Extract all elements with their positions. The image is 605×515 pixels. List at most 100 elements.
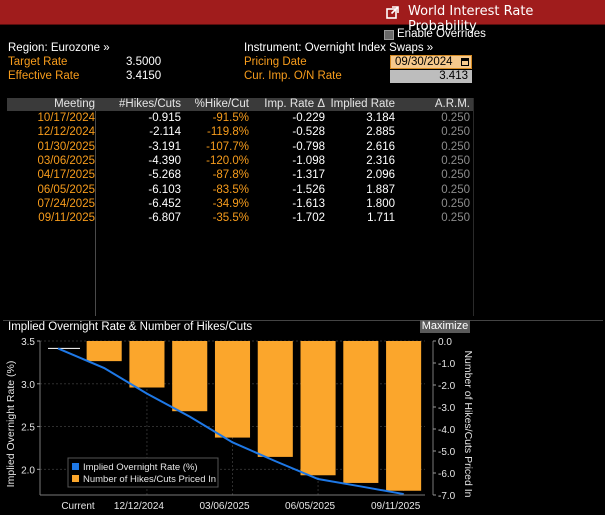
cell-pct-hike-cut: -83.5% [212, 183, 249, 196]
y-tick-label-right: -5.0 [438, 447, 456, 458]
legend-box [67, 457, 219, 488]
bar-hikes-cuts [257, 341, 293, 457]
x-tick-label: Current [61, 501, 95, 512]
cell-hikes-cuts: -6.452 [148, 197, 181, 210]
cell-imp-rate-delta: -0.229 [292, 112, 325, 124]
calendar-icon[interactable] [461, 58, 469, 66]
cell-meeting-date: 04/17/2025 [37, 169, 95, 182]
table-row[interactable]: 06/05/2025 -6.103 -83.5% -1.526 1.887 0.250 [7, 184, 473, 197]
implied-rate-line [57, 347, 404, 496]
col-header-pct-hike-cut[interactable]: %Hike/Cut [194, 98, 249, 110]
bar-hikes-cuts [214, 341, 251, 438]
cur-imp-rate-field: 3.413 [390, 70, 472, 83]
cell-implied-rate: 1.800 [366, 197, 395, 210]
column-divider [95, 111, 96, 316]
cell-hikes-cuts: -0.915 [148, 112, 181, 124]
cell-hikes-cuts: -5.268 [148, 169, 181, 182]
table-row[interactable]: 10/17/2024 -0.915 -91.5% -0.229 3.184 0.250 [7, 112, 473, 125]
chart-panel-header [3, 320, 603, 335]
cell-implied-rate: 3.184 [366, 112, 395, 124]
col-header-imp-rate-delta[interactable]: Imp. Rate Δ [264, 98, 325, 110]
instrument-selector[interactable]: Instrument: Overnight Index Swaps » [244, 42, 434, 54]
cell-arm: 0.250 [441, 212, 470, 225]
col-header-implied-rate[interactable]: Implied Rate [330, 98, 395, 110]
region-selector[interactable]: Region: Eurozone » [8, 42, 110, 54]
cell-implied-rate: 2.616 [366, 140, 395, 153]
bar-hikes-cuts [86, 341, 122, 362]
bar-hikes-cuts [129, 341, 165, 388]
cell-implied-rate: 1.711 [367, 212, 395, 225]
col-header-hikes-cuts[interactable]: #Hikes/Cuts [119, 98, 181, 110]
bar-hikes-cuts [300, 341, 336, 476]
cell-arm: 0.250 [441, 169, 470, 182]
cell-imp-rate-delta: -1.702 [292, 212, 325, 225]
chart-panel-title: Implied Overnight Rate & Number of Hikes… [8, 321, 253, 333]
title-bar: World Interest Rate Probability [0, 0, 605, 34]
window-title: World Interest Rate Probability [408, 4, 534, 34]
cell-pct-hike-cut: -119.8% [207, 126, 249, 139]
y-tick-label-left: 3.0 [21, 380, 35, 391]
cell-meeting-date: 03/06/2025 [37, 154, 95, 167]
cell-arm: 0.250 [441, 126, 470, 139]
cell-meeting-date: 07/24/2025 [37, 197, 95, 210]
enable-overrides-label[interactable]: Enable Overrides [397, 28, 486, 40]
effective-rate-value: 3.4150 [126, 70, 162, 82]
col-header-arm[interactable]: A.R.M. [434, 98, 470, 110]
y-axis-title-left: Implied Overnight Rate (%) [5, 361, 17, 488]
pricing-date-label: Pricing Date [244, 56, 307, 68]
meetings-table: Meeting #Hikes/Cuts %Hike/Cut Imp. Rate … [7, 98, 474, 316]
y-tick-label-right: -6.0 [438, 469, 456, 480]
y-tick-label-right: 0.0 [438, 337, 452, 348]
cell-imp-rate-delta: -0.528 [292, 126, 325, 139]
rate-chart: 3.5 3.0 2.5 2.0 0.0 -1.0 -2.0 -3.0 -4.0 -5.0 -6.0 -… [0, 335, 605, 515]
cell-imp-rate-delta: -1.098 [292, 154, 325, 167]
pricing-date-input[interactable]: 09/30/2024 [390, 55, 472, 69]
cell-imp-rate-delta: -1.526 [292, 183, 325, 196]
legend-swatch-bar [72, 475, 79, 482]
y-tick-label-left: 3.5 [21, 337, 35, 348]
x-tick-label: 09/11/2025 [371, 501, 421, 512]
cell-meeting-date: 01/30/2025 [37, 140, 95, 153]
cur-imp-rate-label: Cur. Imp. O/N Rate [244, 70, 342, 82]
cell-pct-hike-cut: -91.5% [212, 112, 249, 124]
cell-meeting-date: 09/11/2025 [38, 212, 95, 225]
cell-arm: 0.250 [441, 183, 470, 196]
legend-swatch-line [72, 463, 79, 470]
table-row[interactable]: 12/12/2024 -2.114 -119.8% -0.528 2.885 0.250 [7, 126, 473, 139]
cell-pct-hike-cut: -107.7% [206, 140, 249, 153]
cell-hikes-cuts: -3.191 [148, 140, 181, 153]
x-tick-label: 12/12/2024 [114, 501, 164, 512]
cell-pct-hike-cut: -34.9% [212, 197, 249, 210]
enable-overrides-checkbox[interactable] [384, 30, 394, 40]
table-row[interactable]: 04/17/2025 -5.268 -87.8% -1.317 2.096 0.250 [7, 169, 473, 182]
y-axis-title-right: Number of Hikes/Cuts Priced In [462, 350, 474, 497]
table-row[interactable]: 07/24/2025 -6.452 -34.9% -1.613 1.800 0.250 [7, 198, 473, 211]
y-tick-label-right: -1.0 [438, 359, 456, 370]
col-header-meeting[interactable]: Meeting [54, 98, 95, 110]
cell-pct-hike-cut: -120.0% [206, 154, 249, 167]
table-row[interactable]: 03/06/2025 -4.390 -120.0% -1.098 2.316 0.250 [7, 155, 473, 168]
external-link-icon[interactable] [386, 6, 399, 19]
cell-implied-rate: 2.316 [366, 154, 395, 167]
y-tick-label-left: 2.0 [21, 465, 35, 476]
cell-hikes-cuts: -6.103 [148, 183, 181, 196]
x-tick-label: 06/05/2025 [285, 501, 335, 512]
cell-arm: 0.250 [441, 140, 470, 153]
cell-implied-rate: 1.887 [366, 183, 395, 196]
target-rate-label: Target Rate [8, 56, 68, 68]
table-header-row: Meeting #Hikes/Cuts %Hike/Cut Imp. Rate … [7, 98, 473, 111]
bar-hikes-cuts [386, 341, 422, 491]
maximize-button[interactable]: Maximize [420, 320, 470, 333]
y-tick-label-left: 2.5 [21, 423, 35, 434]
bar-hikes-cuts [343, 341, 379, 483]
cell-arm: 0.250 [441, 154, 470, 167]
y-tick-label-right: -7.0 [438, 491, 456, 502]
legend-label-line: Implied Overnight Rate (%) [83, 462, 198, 473]
pricing-date-value: 09/30/2024 [395, 56, 453, 68]
y-tick-label-right: -4.0 [438, 425, 456, 436]
cell-implied-rate: 2.096 [366, 169, 395, 182]
cell-imp-rate-delta: -1.317 [292, 169, 325, 182]
table-row[interactable]: 01/30/2025 -3.191 -107.7% -0.798 2.616 0.250 [7, 141, 473, 154]
cell-imp-rate-delta: -0.798 [292, 140, 325, 153]
table-row[interactable]: 09/11/2025 -6.807 -35.5% -1.702 1.711 0.250 [7, 212, 473, 225]
